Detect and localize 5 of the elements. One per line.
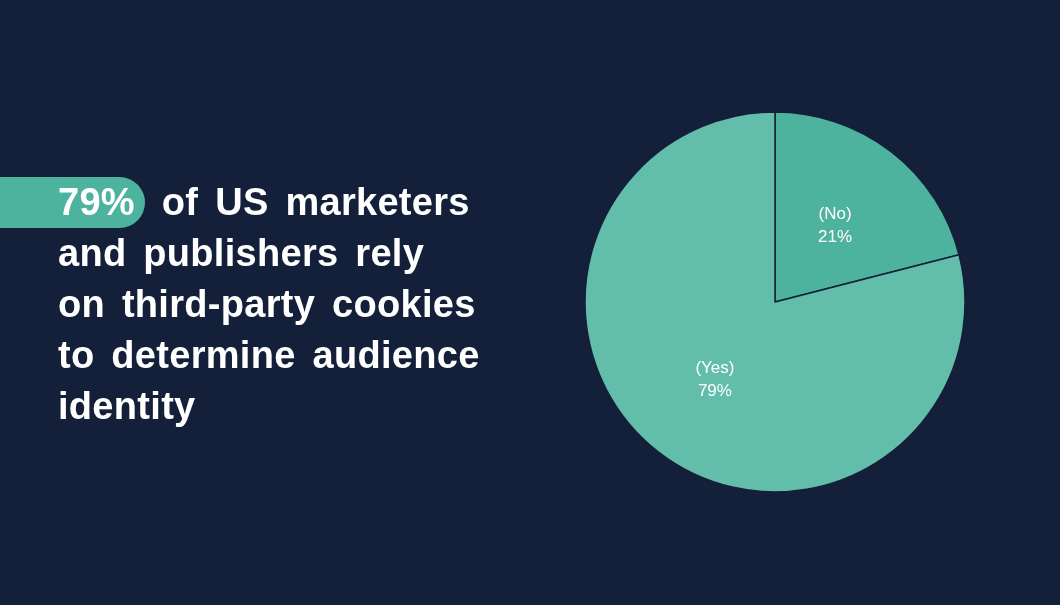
slice-label: (No) bbox=[818, 203, 852, 223]
data-label: 21% bbox=[818, 226, 853, 246]
text: 79% of US marketers and publishers rely on third-party cookies to determine audience identity bbox=[57, 180, 481, 429]
data-label: 79% bbox=[697, 381, 732, 401]
slice-label: (Yes) bbox=[695, 358, 735, 378]
